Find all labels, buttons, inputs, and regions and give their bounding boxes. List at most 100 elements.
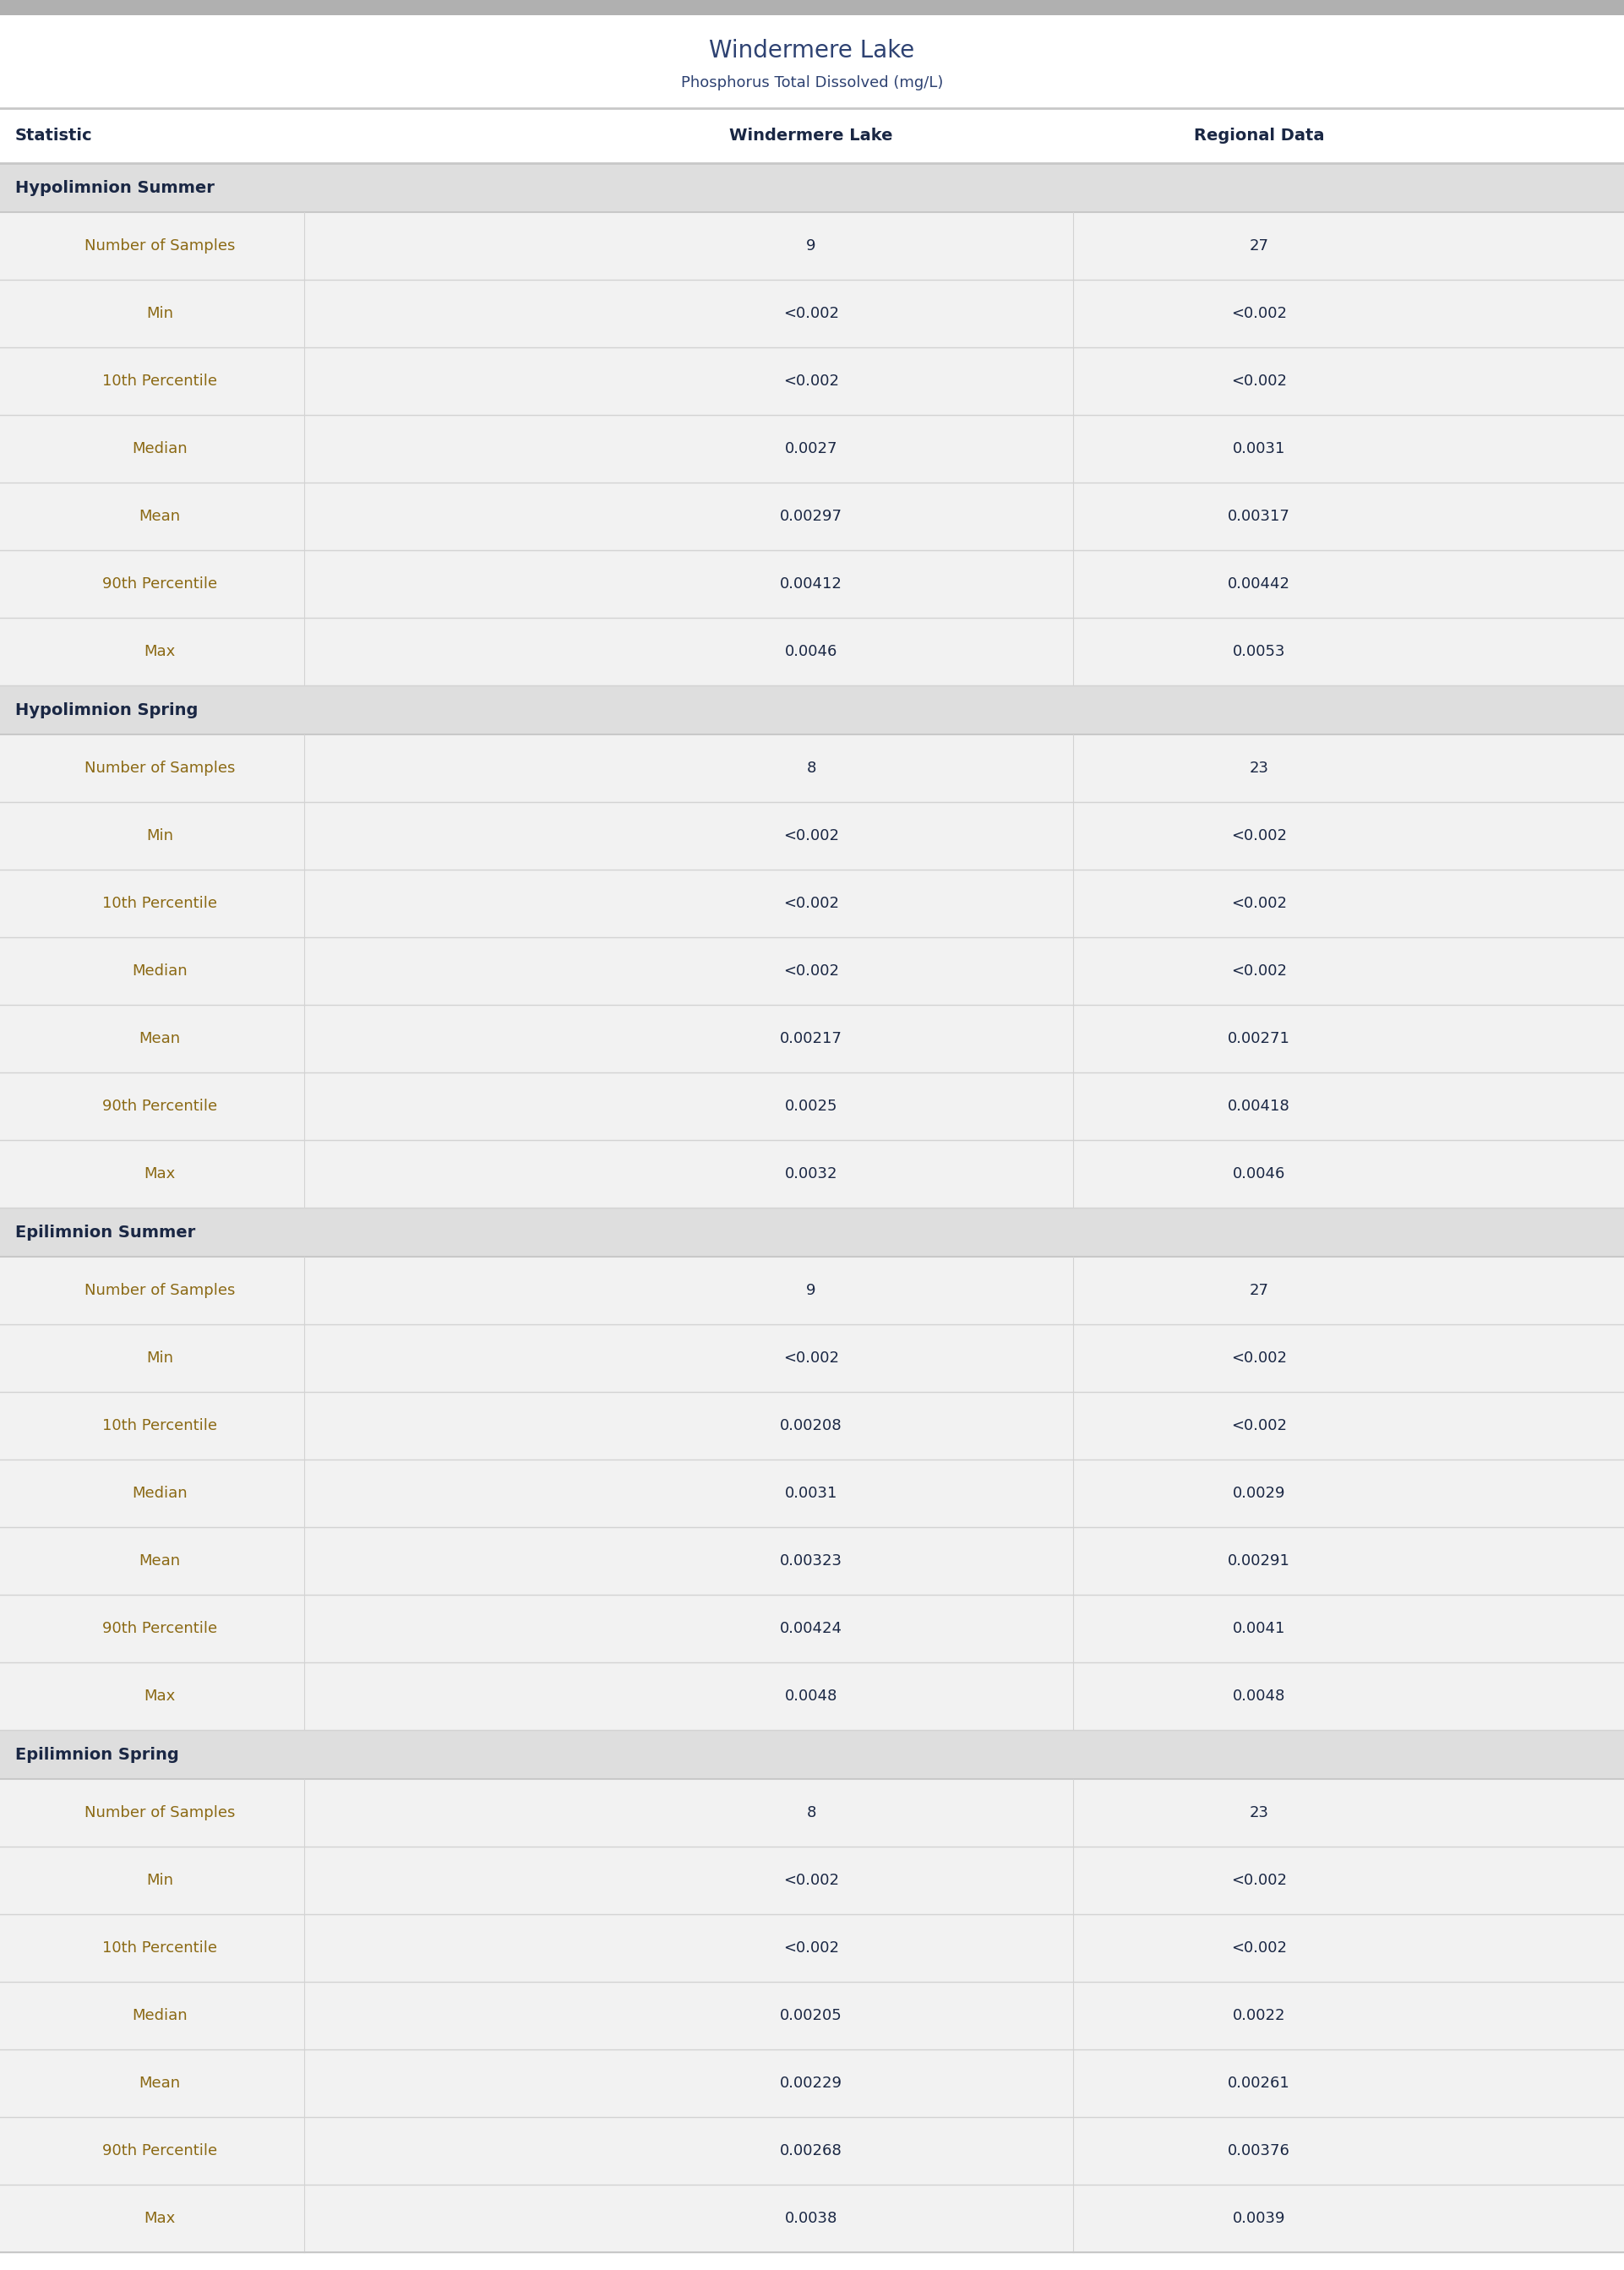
Bar: [0, 1392, 1624, 1460]
Text: Mean: Mean: [140, 1553, 180, 1569]
Text: Number of Samples: Number of Samples: [84, 1283, 235, 1298]
Bar: [0, 549, 1624, 617]
Text: 10th Percentile: 10th Percentile: [102, 897, 218, 910]
Text: 0.00297: 0.00297: [780, 508, 843, 524]
Text: Min: Min: [146, 1873, 174, 1889]
Text: 0.00208: 0.00208: [780, 1419, 843, 1432]
Text: 0.0025: 0.0025: [784, 1099, 838, 1115]
Bar: [0, 1596, 1624, 1662]
Text: 0.0048: 0.0048: [784, 1689, 838, 1705]
Text: Median: Median: [132, 2009, 187, 2023]
Text: 90th Percentile: 90th Percentile: [102, 577, 218, 592]
Text: Phosphorus Total Dissolved (mg/L): Phosphorus Total Dissolved (mg/L): [680, 75, 944, 91]
Text: 0.00271: 0.00271: [1228, 1031, 1289, 1046]
Text: 8: 8: [807, 760, 815, 776]
Bar: [0, 0, 1624, 16]
Text: 8: 8: [807, 1805, 815, 1821]
Text: <0.002: <0.002: [1231, 1941, 1286, 1957]
Text: 0.00418: 0.00418: [1228, 1099, 1289, 1115]
Bar: [0, 869, 1624, 938]
Bar: [0, 1662, 1624, 1730]
Text: 23: 23: [1249, 1805, 1268, 1821]
Text: Max: Max: [145, 1689, 175, 1705]
Text: <0.002: <0.002: [783, 375, 840, 388]
Text: Max: Max: [145, 2211, 175, 2227]
Text: 0.00317: 0.00317: [1228, 508, 1289, 524]
Text: 0.0053: 0.0053: [1233, 645, 1285, 658]
Text: 0.00323: 0.00323: [780, 1553, 843, 1569]
Text: 10th Percentile: 10th Percentile: [102, 1419, 218, 1432]
Text: Max: Max: [145, 645, 175, 658]
Text: 0.00268: 0.00268: [780, 2143, 843, 2159]
Text: Statistic: Statistic: [15, 127, 93, 143]
Text: Number of Samples: Number of Samples: [84, 238, 235, 254]
Text: 90th Percentile: 90th Percentile: [102, 1099, 218, 1115]
Text: Epilimnion Spring: Epilimnion Spring: [15, 1746, 179, 1762]
Bar: [0, 617, 1624, 686]
Text: <0.002: <0.002: [1231, 375, 1286, 388]
Text: <0.002: <0.002: [783, 1351, 840, 1367]
Text: <0.002: <0.002: [1231, 1351, 1286, 1367]
Text: <0.002: <0.002: [783, 306, 840, 320]
Text: Windermere Lake: Windermere Lake: [729, 127, 893, 143]
Text: 90th Percentile: 90th Percentile: [102, 2143, 218, 2159]
Text: 10th Percentile: 10th Percentile: [102, 1941, 218, 1957]
Text: <0.002: <0.002: [1231, 829, 1286, 844]
Text: 0.00229: 0.00229: [780, 2075, 843, 2091]
Text: <0.002: <0.002: [783, 1873, 840, 1889]
Text: 0.0046: 0.0046: [1233, 1167, 1285, 1180]
Text: Mean: Mean: [140, 2075, 180, 2091]
Bar: [0, 686, 1624, 735]
Text: 9: 9: [806, 238, 815, 254]
Text: Min: Min: [146, 306, 174, 320]
Text: Number of Samples: Number of Samples: [84, 1805, 235, 1821]
Bar: [0, 109, 1624, 163]
Text: 0.0046: 0.0046: [784, 645, 838, 658]
Text: <0.002: <0.002: [783, 897, 840, 910]
Text: Min: Min: [146, 829, 174, 844]
Text: Min: Min: [146, 1351, 174, 1367]
Bar: [0, 279, 1624, 347]
Text: <0.002: <0.002: [783, 829, 840, 844]
Text: Epilimnion Summer: Epilimnion Summer: [15, 1224, 195, 1239]
Text: Median: Median: [132, 1487, 187, 1500]
Text: 0.0031: 0.0031: [1233, 440, 1285, 456]
Text: Median: Median: [132, 440, 187, 456]
Text: 27: 27: [1249, 238, 1268, 254]
Text: 0.00291: 0.00291: [1228, 1553, 1289, 1569]
Text: 0.0029: 0.0029: [1233, 1487, 1285, 1500]
Text: <0.002: <0.002: [1231, 897, 1286, 910]
Bar: [0, 2050, 1624, 2118]
Text: 0.0022: 0.0022: [1233, 2009, 1285, 2023]
Text: Regional Data: Regional Data: [1194, 127, 1324, 143]
Text: 0.00217: 0.00217: [780, 1031, 843, 1046]
Bar: [0, 2118, 1624, 2184]
Bar: [0, 1914, 1624, 1982]
Bar: [0, 1780, 1624, 1846]
Bar: [0, 735, 1624, 801]
Bar: [0, 1323, 1624, 1392]
Text: <0.002: <0.002: [1231, 962, 1286, 978]
Bar: [0, 16, 1624, 109]
Text: Windermere Lake: Windermere Lake: [710, 39, 914, 61]
Bar: [0, 1846, 1624, 1914]
Text: Number of Samples: Number of Samples: [84, 760, 235, 776]
Bar: [0, 211, 1624, 279]
Text: 10th Percentile: 10th Percentile: [102, 375, 218, 388]
Text: 0.00261: 0.00261: [1228, 2075, 1289, 2091]
Text: 0.0038: 0.0038: [784, 2211, 838, 2227]
Text: 0.0027: 0.0027: [784, 440, 838, 456]
Text: <0.002: <0.002: [783, 1941, 840, 1957]
Bar: [0, 415, 1624, 484]
Text: Mean: Mean: [140, 508, 180, 524]
Text: 9: 9: [806, 1283, 815, 1298]
Text: 0.00205: 0.00205: [780, 2009, 843, 2023]
Bar: [0, 1258, 1624, 1323]
Bar: [0, 1208, 1624, 1258]
Text: Mean: Mean: [140, 1031, 180, 1046]
Bar: [0, 1006, 1624, 1071]
Bar: [0, 163, 1624, 211]
Bar: [0, 484, 1624, 549]
Text: Max: Max: [145, 1167, 175, 1180]
Text: 0.0032: 0.0032: [784, 1167, 838, 1180]
